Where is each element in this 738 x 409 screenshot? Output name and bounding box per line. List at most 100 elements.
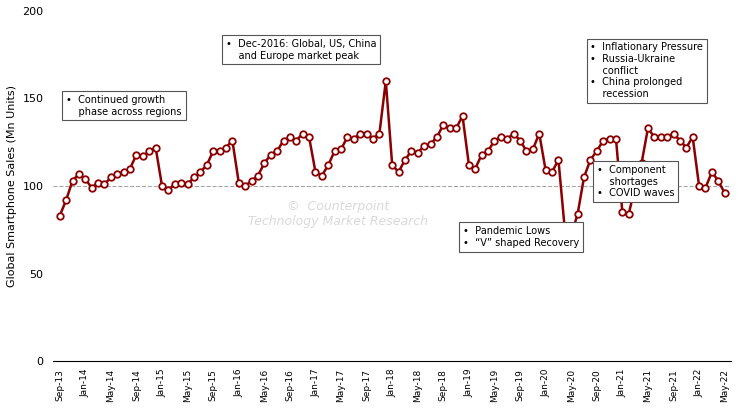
Point [405, 148, 417, 154]
Point [143, 148, 155, 154]
Point [309, 169, 321, 175]
Point [66, 178, 78, 184]
Point [252, 172, 264, 179]
Point [277, 137, 289, 144]
Point [80, 176, 92, 182]
Point [719, 190, 731, 196]
Point [565, 232, 577, 238]
Point [668, 130, 680, 137]
Point [693, 183, 705, 189]
Point [553, 157, 565, 163]
Point [361, 130, 373, 137]
Point [630, 183, 641, 189]
Point [297, 130, 308, 137]
Point [284, 134, 296, 140]
Point [195, 169, 207, 175]
Point [207, 148, 219, 154]
Point [635, 160, 647, 166]
Point [642, 125, 654, 132]
Point [700, 184, 711, 191]
Point [623, 211, 635, 217]
Point [99, 181, 111, 188]
Point [354, 130, 366, 137]
Point [424, 141, 436, 147]
Point [92, 179, 104, 186]
Point [597, 137, 609, 144]
Point [661, 134, 673, 140]
Point [393, 169, 404, 175]
Point [534, 130, 545, 137]
Point [323, 162, 334, 169]
Point [220, 144, 232, 151]
Point [335, 146, 347, 153]
Point [578, 174, 590, 180]
Point [188, 174, 200, 180]
Point [316, 172, 328, 179]
Point [290, 137, 302, 144]
Point [150, 144, 162, 151]
Point [508, 130, 520, 137]
Text: •  Inflationary Pressure
•  Russia-Ukraine
    conflict
•  China prolonged
    r: • Inflationary Pressure • Russia-Ukraine… [590, 43, 703, 99]
Point [124, 165, 136, 172]
Point [86, 184, 97, 191]
Point [246, 178, 258, 184]
Point [674, 137, 686, 144]
Point [233, 179, 245, 186]
Point [380, 78, 392, 84]
Point [501, 135, 513, 142]
Point [457, 113, 469, 119]
Point [342, 134, 354, 140]
Point [431, 134, 443, 140]
Point [105, 174, 117, 180]
Point [610, 135, 622, 142]
Point [214, 148, 226, 154]
Point [348, 135, 359, 142]
Point [227, 137, 238, 144]
Point [61, 197, 72, 203]
Point [201, 162, 213, 169]
Text: ©  Counterpoint
Technology Market Research: © Counterpoint Technology Market Researc… [248, 200, 428, 228]
Point [572, 211, 584, 217]
Point [584, 157, 596, 163]
Point [520, 148, 532, 154]
Point [559, 227, 570, 233]
Point [399, 157, 411, 163]
Point [514, 137, 526, 144]
Point [706, 169, 718, 175]
Point [118, 169, 130, 175]
Point [258, 160, 270, 166]
Point [162, 186, 174, 193]
Point [137, 153, 149, 160]
Point [328, 148, 340, 154]
Point [176, 179, 187, 186]
Point [73, 171, 85, 177]
Point [469, 165, 481, 172]
Point [303, 134, 315, 140]
Point [591, 148, 603, 154]
Point [169, 181, 181, 188]
Text: •  Continued growth
    phase across regions: • Continued growth phase across regions [66, 95, 182, 117]
Point [655, 134, 666, 140]
Point [649, 134, 661, 140]
Point [604, 135, 615, 142]
Point [463, 162, 475, 169]
Point [687, 134, 699, 140]
Point [680, 144, 692, 151]
Y-axis label: Global Smartphone Sales (Mn Units): Global Smartphone Sales (Mn Units) [7, 85, 17, 287]
Point [239, 183, 251, 189]
Point [156, 183, 168, 189]
Point [546, 169, 558, 175]
Point [489, 137, 500, 144]
Point [418, 142, 430, 149]
Point [131, 151, 142, 158]
Point [373, 130, 385, 137]
Point [444, 125, 455, 132]
Point [495, 134, 507, 140]
Point [712, 178, 724, 184]
Point [527, 146, 539, 153]
Point [539, 167, 551, 173]
Text: •  Component
    shortages
•  COVID waves: • Component shortages • COVID waves [597, 165, 675, 198]
Point [111, 171, 123, 177]
Point [386, 162, 398, 169]
Point [482, 148, 494, 154]
